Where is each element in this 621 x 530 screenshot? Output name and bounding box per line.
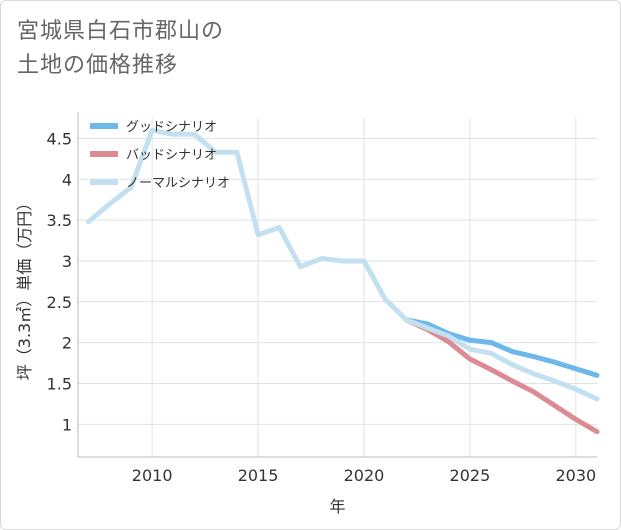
series-line-1: [403, 317, 600, 435]
axes: [77, 112, 597, 458]
y-tick-7: 4.5: [47, 129, 72, 148]
legend-label-0: グッドシナリオ: [126, 120, 217, 135]
y-tick-3: 2.5: [47, 293, 72, 312]
series-lines: [86, 127, 600, 435]
series-line-0: [403, 317, 600, 378]
y-tick-0: 1: [62, 415, 72, 434]
y-tick-4: 3: [62, 252, 72, 271]
x-tick-2020: 2020: [344, 466, 385, 485]
grid-lines: [78, 118, 597, 457]
title-line-1: 宮城県白石市郡山の: [17, 19, 225, 44]
x-tick-2030: 2030: [555, 466, 596, 485]
title-line-2: 土地の価格推移: [17, 53, 179, 78]
x-tick-2015: 2015: [238, 466, 279, 485]
x-tick-2010: 2010: [132, 466, 173, 485]
y-tick-5: 3.5: [47, 211, 72, 230]
x-axis-label: 年: [329, 497, 345, 516]
x-tick-2025: 2025: [450, 466, 491, 485]
series-line-2: [86, 127, 600, 402]
y-tick-2: 2: [62, 334, 72, 353]
tick-labels: 2010 2015 2020 2025 2030 1 1.5 2 2.5 3 3.5 4 4.5: [47, 129, 597, 485]
y-axis-label: 坪（3.3㎡）単価（万円）: [15, 195, 34, 380]
y-tick-1: 1.5: [47, 374, 72, 393]
legend-label-1: バッドシナリオ: [126, 148, 217, 163]
chart-title: 宮城県白石市郡山の 土地の価格推移: [17, 15, 224, 83]
legend-label-2: ノーマルシナリオ: [126, 176, 230, 191]
y-tick-6: 4: [62, 170, 72, 189]
